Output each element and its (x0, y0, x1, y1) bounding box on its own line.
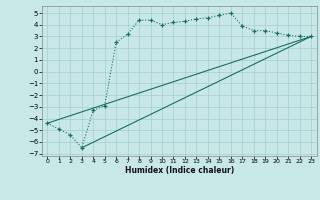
X-axis label: Humidex (Indice chaleur): Humidex (Indice chaleur) (124, 166, 234, 175)
